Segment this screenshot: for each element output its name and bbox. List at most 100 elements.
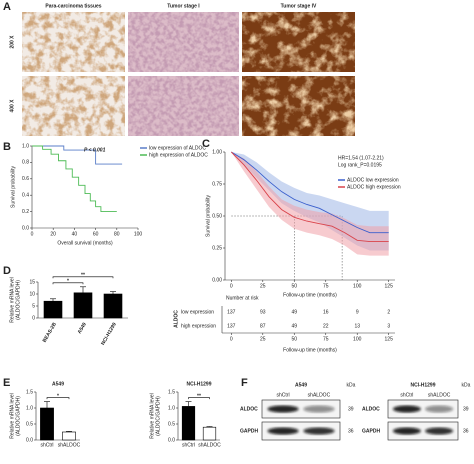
x-tick-label: 0 — [31, 231, 34, 237]
blot-band — [303, 427, 335, 435]
blot-band — [425, 427, 454, 435]
y-axis-label: Relative mRNA level — [9, 277, 15, 323]
bar — [103, 293, 123, 319]
risk-group-label: ALDOC — [173, 310, 179, 328]
risk-count: 16 — [323, 309, 329, 315]
legend-label: high expression of ALDOC — [149, 152, 208, 158]
x-tick-label: shCtrl — [182, 442, 195, 448]
significance-bracket — [188, 397, 210, 400]
legend-label: ALDOC high expression — [347, 184, 401, 190]
annotation: P < 0.001 — [84, 147, 106, 153]
y-tick-label: 0.4 — [22, 193, 29, 199]
x-tick-label: 100 — [134, 231, 143, 237]
significance-label: * — [67, 279, 69, 285]
significance-bracket — [52, 276, 114, 279]
x-tick-label: A549 — [77, 321, 88, 335]
x-tick-label: 50 — [291, 283, 297, 289]
survival-curve — [231, 151, 389, 234]
y-tick-label: 0.00 — [212, 277, 222, 283]
legend-label: low expression of ALDOC — [149, 145, 206, 151]
bar — [181, 406, 196, 441]
y-tick-label: 1.0 — [22, 143, 29, 149]
risk-count: 93 — [260, 309, 266, 315]
blot-unit: kDa — [347, 382, 356, 388]
kda-label: 36 — [348, 428, 354, 434]
x-tick-label: NCI-H1299 — [100, 321, 118, 346]
protein-label: ALDOC — [362, 406, 380, 412]
x-tick-label: shCtrl — [40, 442, 53, 448]
x-tick-label: 100 — [353, 336, 362, 342]
risk-count: 137 — [227, 309, 236, 315]
panel-letter: A — [3, 1, 11, 13]
x-tick-label: 125 — [385, 283, 394, 289]
y-tick-label: 1.0 — [26, 405, 33, 411]
y-tick-label: 0.0 — [168, 437, 175, 443]
bar — [73, 292, 93, 319]
row-label: 400 X — [9, 99, 15, 113]
row-label: 200 X — [9, 35, 15, 49]
chart-title: A549 — [52, 381, 64, 387]
y-tick-label: 0.50 — [212, 213, 222, 219]
survival-curve — [32, 145, 117, 213]
y-tick-label: 0.0 — [26, 437, 33, 443]
kda-label: 39 — [463, 406, 469, 412]
y-tick-label: 0.25 — [212, 245, 222, 251]
histology-texture — [242, 12, 355, 72]
y-tick-label: 0.6 — [22, 176, 29, 182]
y-axis-label: Relative mRNA level — [9, 393, 15, 439]
x-tick-label: 25 — [260, 336, 266, 342]
x-tick-label: 0 — [230, 283, 233, 289]
significance-label: ** — [197, 393, 201, 399]
x-tick-label: 50 — [291, 336, 297, 342]
panel-letter: B — [3, 141, 11, 153]
y-tick-label: 1.00 — [212, 149, 222, 155]
y-tick-label: 0.0 — [22, 225, 29, 231]
y-tick-label: 1.5 — [26, 389, 33, 395]
y-axis-label: Survival probability — [205, 195, 211, 237]
y-axis-label: Relative mRNA level — [149, 393, 155, 439]
risk-count: 9 — [356, 309, 359, 315]
risk-table-title: Number at risk — [226, 295, 259, 301]
blot-band — [392, 427, 421, 435]
y-axis-label: (ALDOC/GAPDH) — [155, 396, 161, 436]
blot-title: A549 — [295, 382, 307, 388]
risk-count: 3 — [387, 323, 390, 329]
lane-label: shALDOC — [428, 392, 451, 398]
y-tick-label: 10 — [29, 291, 35, 297]
histology-texture — [22, 76, 125, 136]
panel-letter: D — [3, 265, 11, 277]
panel-letter: E — [3, 377, 10, 389]
histology-texture — [128, 12, 239, 72]
risk-count: 49 — [291, 323, 297, 329]
bar — [43, 300, 63, 319]
x-tick-label: shALDOC — [58, 442, 81, 448]
significance-bracket — [46, 397, 70, 400]
y-tick-label: 15 — [29, 279, 35, 285]
annotation: HR=1.54 (1.07-2.21) — [338, 155, 384, 161]
legend-label: ALDOC low expression — [347, 177, 399, 183]
y-tick-label: 0.5 — [168, 421, 175, 427]
x-tick-label: 40 — [72, 231, 78, 237]
survival-curve — [32, 145, 123, 165]
confidence-band — [231, 152, 389, 256]
panels: A Para-carcinoma tissues Tumor stage I Tumo… — [3, 1, 471, 448]
kda-label: 39 — [348, 406, 354, 412]
x-axis-label: Follow-up time (months) — [283, 347, 337, 353]
x-tick-label: shALDOC — [198, 442, 221, 448]
x-tick-label: BEAS-2B — [42, 321, 58, 343]
x-tick-label: 75 — [323, 283, 329, 289]
y-tick-label: 5 — [32, 303, 35, 309]
bar — [202, 426, 217, 441]
significance-label: ** — [81, 273, 85, 279]
annotation: Log rank_P=0.0195 — [338, 162, 382, 168]
blot-title: NCI-H1299 — [410, 382, 435, 388]
risk-count: 22 — [323, 323, 329, 329]
blot-membrane — [387, 421, 459, 441]
protein-label: GAPDH — [362, 428, 380, 434]
blot-band — [267, 427, 299, 435]
blot-band — [267, 405, 299, 413]
y-tick-label: 0 — [32, 315, 35, 321]
chart-title: NCI-H1299 — [186, 381, 211, 387]
column-title: Tumor stage IV — [281, 3, 317, 9]
